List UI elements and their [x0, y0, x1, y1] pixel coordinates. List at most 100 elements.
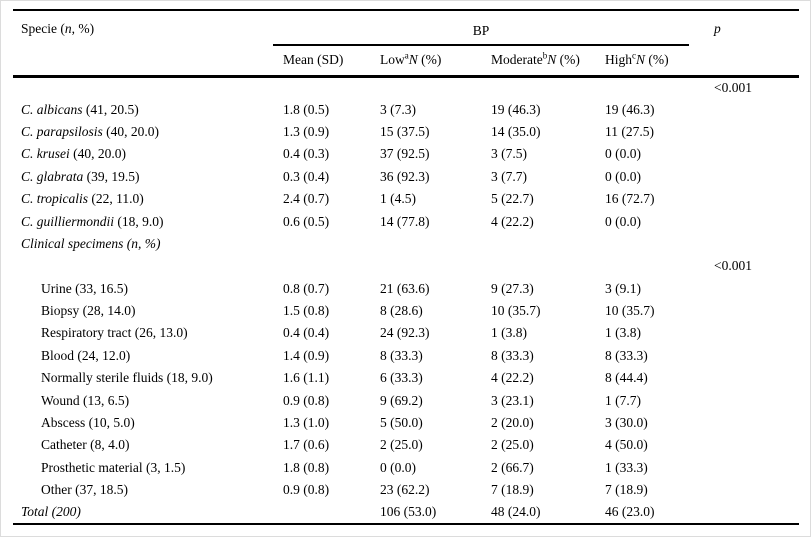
cell-low: 106 (53.0) — [380, 504, 437, 520]
cell-p-value — [699, 166, 799, 188]
high-n-italic: N — [636, 52, 646, 68]
cell-high: 8 (33.3) — [605, 347, 648, 363]
cell-low: 5 (50.0) — [380, 415, 423, 431]
cell-high: 0 (0.0) — [605, 168, 641, 184]
cell-high: 8 (44.4) — [605, 370, 648, 386]
cell-low: 24 (92.3) — [380, 325, 430, 341]
cell-row-label: Blood (24, 12.0) — [41, 347, 131, 363]
table-body: <0.001 C. albicans (41, 20.5) 1.8 (0.5) 3 (… — [13, 76, 799, 524]
column-header-low: LowaN (%) — [370, 46, 481, 78]
cell-mean-sd: 1.5 (0.8) — [283, 303, 330, 319]
cell-p-value — [699, 121, 799, 143]
cell-row-label: Clinical specimens (n, %) — [21, 235, 161, 251]
cell-p-value — [699, 210, 799, 232]
cell-p-value — [699, 389, 799, 411]
cell-row-label: Respiratory tract (26, 13.0) — [41, 325, 188, 341]
cell-high: 3 (30.0) — [605, 415, 648, 431]
cell-row-label: Other (37, 18.5) — [41, 482, 128, 498]
table-row: <0.001 — [13, 255, 799, 277]
cell-high: 10 (35.7) — [605, 303, 655, 319]
cell-low: 0 (0.0) — [380, 459, 416, 475]
cell-moderate: 14 (35.0) — [491, 123, 541, 139]
cell-row-label: C. parapsilosis (40, 20.0) — [21, 123, 160, 139]
cell-low: 21 (63.6) — [380, 280, 430, 296]
cell-p-value — [699, 278, 799, 300]
cell-high — [595, 233, 699, 255]
table-row: C. albicans (41, 20.5) 1.8 (0.5) 3 (7.3) 19… — [13, 98, 799, 120]
cell-low — [370, 76, 481, 98]
moderate-tail: (%) — [556, 52, 580, 68]
cell-mean-sd: 1.8 (0.8) — [283, 459, 330, 475]
cell-moderate: 4 (22.2) — [491, 370, 534, 386]
cell-high — [595, 76, 699, 98]
table-row: Other (37, 18.5) 0.9 (0.8) 23 (62.2) 7 (18.… — [13, 479, 799, 501]
table-row: Prosthetic material (3, 1.5) 1.8 (0.8) 0 (… — [13, 457, 799, 479]
cell-high: 7 (18.9) — [605, 482, 648, 498]
high-superscript: c — [632, 50, 636, 61]
cell-mean-sd: 1.3 (0.9) — [283, 123, 330, 139]
cell-low: 15 (37.5) — [380, 123, 430, 139]
cell-low: 8 (33.3) — [380, 347, 423, 363]
cell-row-label — [13, 255, 273, 277]
column-header-moderate: ModeratebN (%) — [481, 46, 595, 78]
cell-mean-sd: 0.9 (0.8) — [283, 482, 330, 498]
cell-low — [370, 255, 481, 277]
cell-p-value — [699, 322, 799, 344]
cell-p-value — [699, 143, 799, 165]
specie-header-n-italic: n — [64, 21, 72, 36]
specie-header-text: Specie ( — [21, 21, 65, 36]
header-row-group: Specie (n, %) BP p — [13, 10, 800, 78]
cell-low — [370, 233, 481, 255]
cell-p-value — [699, 479, 799, 501]
header-row-sub: Mean (SD) LowaN (%) ModeratebN (%) Highc… — [13, 46, 799, 78]
cell-row-label: Catheter (8, 4.0) — [41, 437, 130, 453]
cell-row-label: Prosthetic material (3, 1.5) — [41, 459, 186, 475]
cell-moderate: 2 (25.0) — [491, 437, 534, 453]
cell-mean-sd: 0.8 (0.7) — [283, 280, 330, 296]
table-row: C. guilliermondii (18, 9.0) 0.6 (0.5) 14 (… — [13, 210, 799, 232]
cell-p-value — [699, 98, 799, 120]
cell-high: 1 (7.7) — [605, 392, 641, 408]
cell-moderate: 5 (22.7) — [491, 191, 534, 207]
table-row: C. krusei (40, 20.0) 0.4 (0.3) 37 (92.5) 3 … — [13, 143, 799, 165]
moderate-label: Moderate — [491, 52, 543, 68]
moderate-n-italic: N — [547, 52, 557, 68]
cell-moderate: 7 (18.9) — [491, 482, 534, 498]
cell-low: 9 (69.2) — [380, 392, 423, 408]
cell-row-label: Normally sterile fluids (18, 9.0) — [41, 370, 213, 386]
cell-row-label — [13, 76, 273, 98]
cell-low: 37 (92.5) — [380, 146, 430, 162]
table-row: Wound (13, 6.5) 0.9 (0.8) 9 (69.2) 3 (23.1)… — [13, 389, 799, 411]
cell-moderate — [481, 255, 595, 277]
cell-row-label: Abscess (10, 5.0) — [41, 415, 135, 431]
table-row: Respiratory tract (26, 13.0) 0.4 (0.4) 24 … — [13, 322, 799, 344]
low-n-italic: N — [408, 52, 418, 68]
table-row: Catheter (8, 4.0) 1.7 (0.6) 2 (25.0) 2 (25.… — [13, 434, 799, 456]
cell-moderate: 4 (22.2) — [491, 213, 534, 229]
cell-moderate: 10 (35.7) — [491, 303, 541, 319]
cell-moderate: 1 (3.8) — [491, 325, 527, 341]
cell-row-label: Wound (13, 6.5) — [41, 392, 130, 408]
cell-moderate: 9 (27.3) — [491, 280, 534, 296]
cell-moderate: 2 (66.7) — [491, 459, 534, 475]
cell-moderate: 3 (7.5) — [491, 146, 527, 162]
cell-low: 3 (7.3) — [380, 101, 416, 117]
cell-moderate: 2 (20.0) — [491, 415, 534, 431]
cell-moderate: 48 (24.0) — [491, 504, 541, 520]
cell-moderate: 8 (33.3) — [491, 347, 534, 363]
cell-row-label: Urine (33, 16.5) — [41, 280, 128, 296]
cell-high: 16 (72.7) — [605, 191, 655, 207]
cell-high: 3 (9.1) — [605, 280, 641, 296]
cell-mean-sd: 0.9 (0.8) — [283, 392, 330, 408]
cell-p-value — [699, 501, 799, 523]
cell-high: 0 (0.0) — [605, 213, 641, 229]
cell-moderate: 3 (7.7) — [491, 168, 527, 184]
cell-high: 1 (33.3) — [605, 459, 648, 475]
table-row: C. parapsilosis (40, 20.0) 1.3 (0.9) 15 (3… — [13, 121, 799, 143]
table-row: Abscess (10, 5.0) 1.3 (1.0) 5 (50.0) 2 (20.… — [13, 412, 799, 434]
cell-mean-sd: 0.6 (0.5) — [283, 213, 330, 229]
table-row: Normally sterile fluids (18, 9.0) 1.6 (1.… — [13, 367, 799, 389]
cell-row-label: C. tropicalis (22, 11.0) — [21, 191, 144, 207]
column-header-p: p — [699, 10, 800, 78]
cell-moderate — [481, 233, 595, 255]
